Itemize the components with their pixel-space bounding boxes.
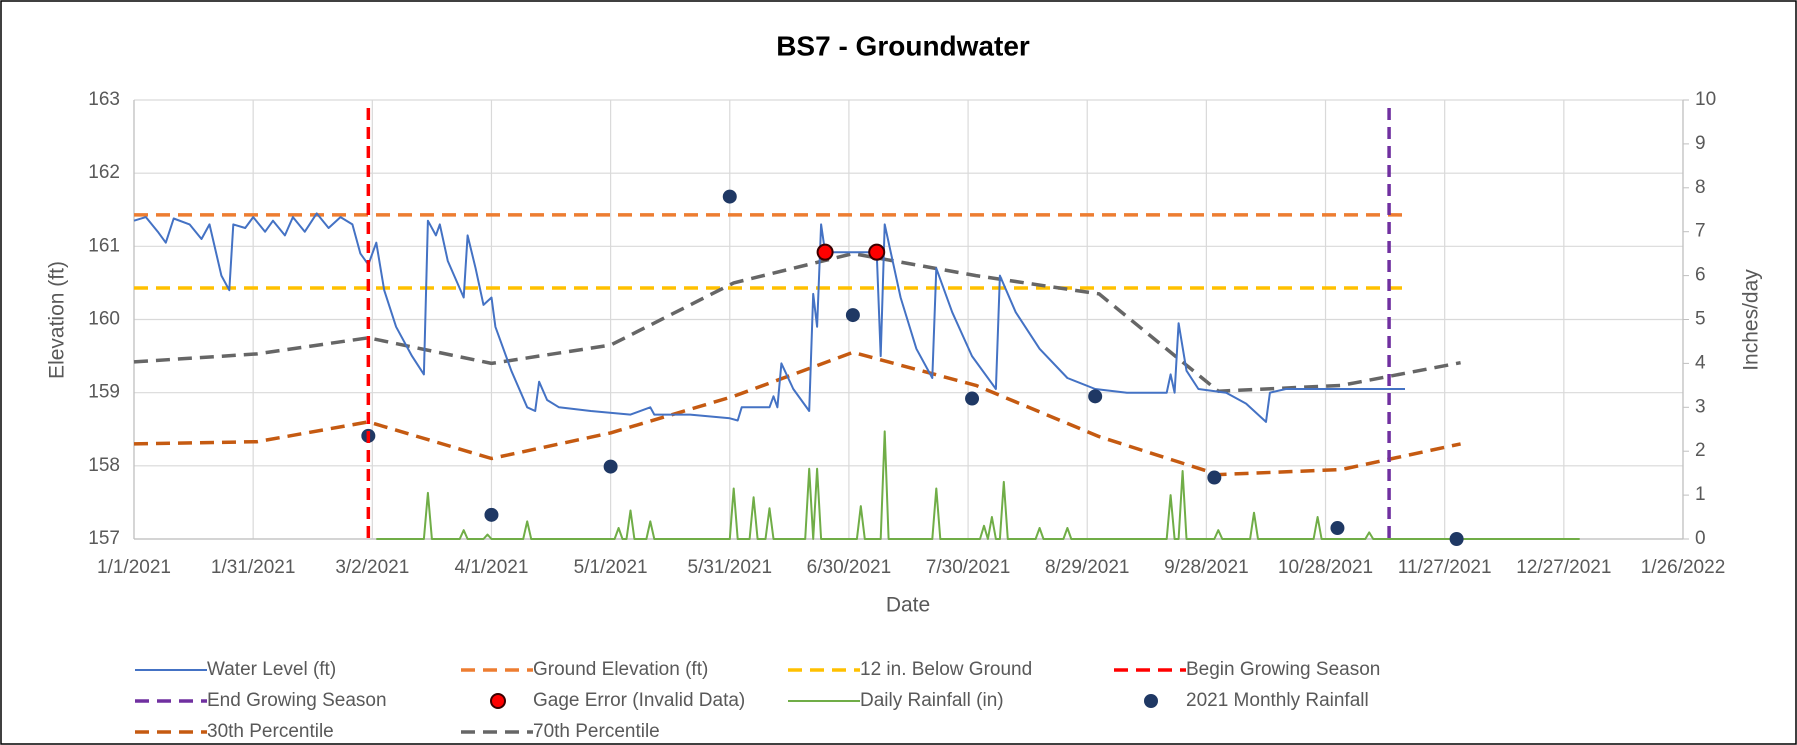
y-tick-label: 162 xyxy=(88,162,120,183)
y-tick-label: 161 xyxy=(88,235,120,256)
marker xyxy=(868,243,886,261)
y2-axis-title: Inches/day xyxy=(1740,269,1763,371)
x-tick-label: 5/31/2021 xyxy=(688,557,773,578)
legend-swatch xyxy=(490,693,506,709)
x-tick-label: 1/1/2021 xyxy=(97,557,171,578)
x-tick-label: 7/30/2021 xyxy=(926,557,1011,578)
marker xyxy=(1330,521,1345,536)
x-tick-label: 6/30/2021 xyxy=(807,557,892,578)
marker xyxy=(965,391,980,406)
y2-tick-label: 4 xyxy=(1695,352,1706,373)
x-tick-label: 8/29/2021 xyxy=(1045,557,1130,578)
y2-tick-label: 2 xyxy=(1695,440,1706,461)
x-tick-label: 10/28/2021 xyxy=(1278,557,1373,578)
y-tick-label: 158 xyxy=(88,455,120,476)
legend-label: Gage Error (Invalid Data) xyxy=(533,690,745,711)
series-line xyxy=(133,350,1461,477)
legend-label: End Growing Season xyxy=(207,690,387,711)
y-tick-label: 163 xyxy=(88,89,120,110)
legend-label: Begin Growing Season xyxy=(1186,659,1380,680)
chart-title: BS7 - Groundwater xyxy=(776,30,1030,61)
marker xyxy=(722,189,737,204)
y2-tick-label: 7 xyxy=(1695,221,1706,242)
y-tick-label: 157 xyxy=(88,528,120,549)
y2-tick-label: 5 xyxy=(1695,309,1706,330)
x-tick-label: 1/26/2022 xyxy=(1641,557,1726,578)
y2-tick-label: 0 xyxy=(1695,528,1706,549)
legend-label: 30th Percentile xyxy=(207,721,334,742)
x-tick-label: 5/1/2021 xyxy=(574,557,648,578)
x-tick-label: 1/31/2021 xyxy=(211,557,296,578)
series-line xyxy=(133,212,1405,423)
legend-label: Ground Elevation (ft) xyxy=(533,659,708,680)
marker xyxy=(845,308,860,323)
series-line xyxy=(133,251,1461,393)
y-tick-label: 159 xyxy=(88,382,120,403)
x-tick-label: 12/27/2021 xyxy=(1516,557,1611,578)
marker xyxy=(484,507,499,522)
x-tick-label: 9/28/2021 xyxy=(1164,557,1249,578)
y-axis-title: Elevation (ft) xyxy=(46,261,69,379)
x-tick-label: 11/27/2021 xyxy=(1398,557,1492,578)
marker xyxy=(1088,389,1103,404)
legend-label: 70th Percentile xyxy=(533,721,660,742)
legend-label: Daily Rainfall (in) xyxy=(860,690,1004,711)
legend-label: 12 in. Below Ground xyxy=(860,659,1032,680)
x-axis-title: Date xyxy=(886,594,930,617)
y2-tick-label: 9 xyxy=(1695,133,1706,154)
y2-tick-label: 1 xyxy=(1695,484,1706,505)
legend-label: Water Level (ft) xyxy=(207,659,336,680)
marker xyxy=(1449,532,1464,546)
y2-tick-label: 10 xyxy=(1695,89,1716,110)
series-line xyxy=(376,430,1580,540)
y2-tick-label: 6 xyxy=(1695,265,1706,286)
legend-label: 2021 Monthly Rainfall xyxy=(1186,690,1369,711)
y-tick-label: 160 xyxy=(88,309,120,330)
marker xyxy=(603,459,618,474)
x-tick-label: 3/2/2021 xyxy=(335,557,409,578)
y2-tick-label: 3 xyxy=(1695,396,1706,417)
y2-tick-label: 8 xyxy=(1695,177,1706,198)
marker xyxy=(816,243,834,261)
legend-swatch xyxy=(1144,694,1158,708)
marker xyxy=(1207,470,1222,485)
x-tick-label: 4/1/2021 xyxy=(454,557,528,578)
